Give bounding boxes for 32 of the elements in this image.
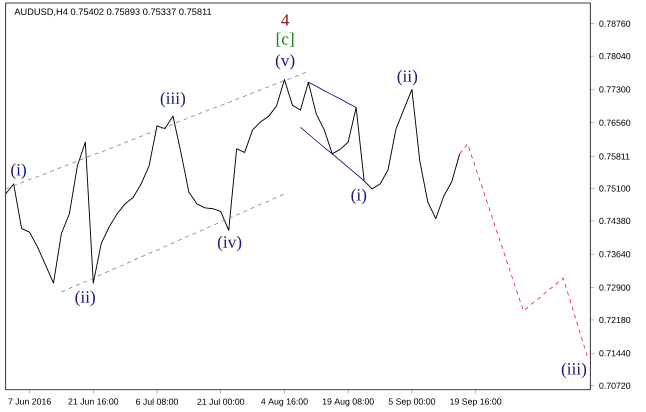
y-tick-label: 0.77300 [599,86,630,93]
x-tick-label: 5 Sep 00:00 [388,398,436,407]
annotation: (i) [351,188,366,204]
x-tick-label: 21 Jul 00:00 [197,398,244,406]
y-tick-label: 0.75811 [599,154,630,160]
x-tick-label: 7 Jun 2016 [8,398,51,405]
y-tick-label: 0.73640 [599,251,630,258]
annotation: [c] [276,32,294,48]
y-tick-label: 0.71440 [599,350,630,357]
y-tick-label: 0.76560 [599,120,630,126]
annotation: (iv) [218,236,242,252]
x-tick-label: 19 Sep 16:00 [450,398,502,407]
annotation: (iii) [562,362,586,378]
x-tick-label: 19 Aug 08:00 [322,398,374,407]
annotation: (ii) [75,290,95,306]
text: AUDUSD,H4 0.75402 0.75893 0.75337 0.75811 [14,8,212,16]
y-tick-label: 0.70720 [599,382,630,389]
annotation: (i) [11,164,26,180]
y-tick-label: 0.74380 [599,218,630,224]
x-tick-label: 4 Aug 16:00 [261,398,308,407]
annotation: (v) [276,54,294,70]
x-tick-label: 6 Jul 08:00 [136,398,178,406]
x-tick-label: 21 Jun 16:00 [68,398,118,405]
y-tick-label: 0.75100 [599,186,630,192]
line-series [308,82,357,108]
y-tick-label: 0.78760 [599,20,630,27]
y-tick-label: 0.78040 [599,53,630,60]
annotation: 4 [281,14,290,26]
annotation: (ii) [398,70,418,86]
y-tick-label: 0.72180 [599,317,630,324]
y-tick-label: 0.72900 [599,284,630,291]
annotation: (iii) [160,92,186,108]
